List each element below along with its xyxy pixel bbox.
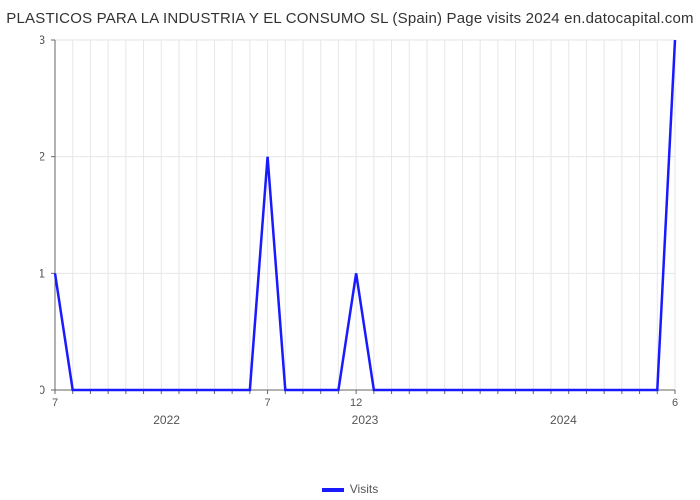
legend-label: Visits: [350, 482, 378, 496]
chart-svg: 012377126202220232024: [40, 35, 680, 440]
svg-text:1: 1: [40, 266, 45, 280]
plot-area: 012377126202220232024: [40, 35, 680, 440]
svg-text:7: 7: [265, 397, 271, 409]
svg-text:12: 12: [350, 397, 362, 409]
legend-swatch: [322, 488, 344, 492]
svg-text:2022: 2022: [153, 413, 180, 427]
svg-text:0: 0: [40, 383, 45, 397]
chart-title: PLASTICOS PARA LA INDUSTRIA Y EL CONSUMO…: [0, 10, 700, 27]
svg-text:7: 7: [52, 397, 58, 409]
svg-text:6: 6: [672, 397, 678, 409]
svg-text:2024: 2024: [550, 413, 577, 427]
svg-text:2: 2: [40, 150, 45, 164]
visits-chart: PLASTICOS PARA LA INDUSTRIA Y EL CONSUMO…: [0, 0, 700, 500]
svg-text:2023: 2023: [352, 413, 379, 427]
chart-legend: Visits: [0, 482, 700, 496]
svg-text:3: 3: [40, 35, 45, 47]
